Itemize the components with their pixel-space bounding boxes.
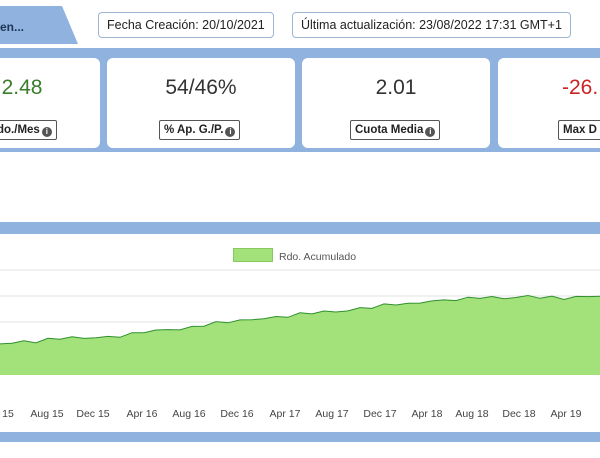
stat-label-button[interactable]: Max D: [558, 120, 600, 140]
x-tick-label: Aug 16: [172, 408, 206, 420]
area-series-line: [0, 294, 600, 345]
info-icon[interactable]: i: [225, 127, 236, 137]
stat-label-text: Max D: [563, 124, 597, 136]
info-icon[interactable]: i: [41, 127, 52, 137]
legend-swatch: [233, 248, 273, 262]
x-tick-label: Aug 15: [30, 408, 64, 420]
x-tick-label: Aug 17: [315, 408, 349, 420]
stat-label-button[interactable]: do./Mes i: [0, 120, 57, 140]
info-icon[interactable]: i: [425, 127, 436, 137]
x-tick-label: Apr 17: [269, 408, 301, 420]
title-tab[interactable]: en...: [0, 6, 78, 44]
x-tick-label: Aug 18: [455, 408, 489, 420]
legend-label: Rdo. Acumulado: [279, 251, 357, 263]
stat-value: 54/46%: [165, 76, 237, 99]
stat-label-button[interactable]: Cuota Media i: [350, 120, 441, 140]
header-bar: en... Fecha Creación: 20/10/2021 Última …: [0, 0, 600, 48]
stat-label-button[interactable]: % Ap. G./P. i: [159, 120, 241, 140]
x-tick-label: Apr 16: [126, 408, 158, 420]
x-tick-label: Dec 15: [76, 408, 110, 420]
chart-plot: [0, 269, 600, 375]
cumulative-result-chart: Rdo. Acumulado 15 Aug 15 Dec 15 Apr 16 Aug 1…: [0, 234, 600, 432]
x-tick-label: Apr 19: [550, 408, 582, 420]
last-update-badge: Última actualización: 23/08/2022 17:31 G…: [292, 12, 571, 38]
stat-label-text: Cuota Media: [355, 124, 424, 136]
stat-value: -26.: [562, 76, 599, 99]
chart-legend[interactable]: Rdo. Acumulado: [233, 248, 356, 263]
x-tick-label: Dec 16: [220, 408, 254, 420]
section-divider-bottom: [0, 432, 600, 442]
stat-value: 2.01: [375, 76, 417, 99]
area-series: [0, 295, 600, 375]
stat-card-avg-odds: 2.01 Cuota Media i: [302, 58, 490, 148]
x-tick-label: Apr 18: [411, 408, 443, 420]
x-tick-label: Dec 18: [502, 408, 536, 420]
creation-date-badge: Fecha Creación: 20/10/2021: [98, 12, 274, 38]
stat-value: 2.48: [1, 76, 43, 99]
x-tick-label: 15: [2, 408, 14, 420]
stat-card-profit-month: 2.48 do./Mes i: [0, 58, 100, 148]
stat-label-text: do./Mes: [0, 124, 40, 136]
stat-card-max-drawdown: -26. Max D: [498, 58, 600, 148]
stat-card-win-loss: 54/46% % Ap. G./P. i: [107, 58, 295, 148]
title-tab-label: en...: [0, 20, 25, 34]
section-divider: [0, 222, 600, 234]
stat-label-text: % Ap. G./P.: [164, 124, 224, 136]
x-tick-label: Dec 17: [363, 408, 397, 420]
